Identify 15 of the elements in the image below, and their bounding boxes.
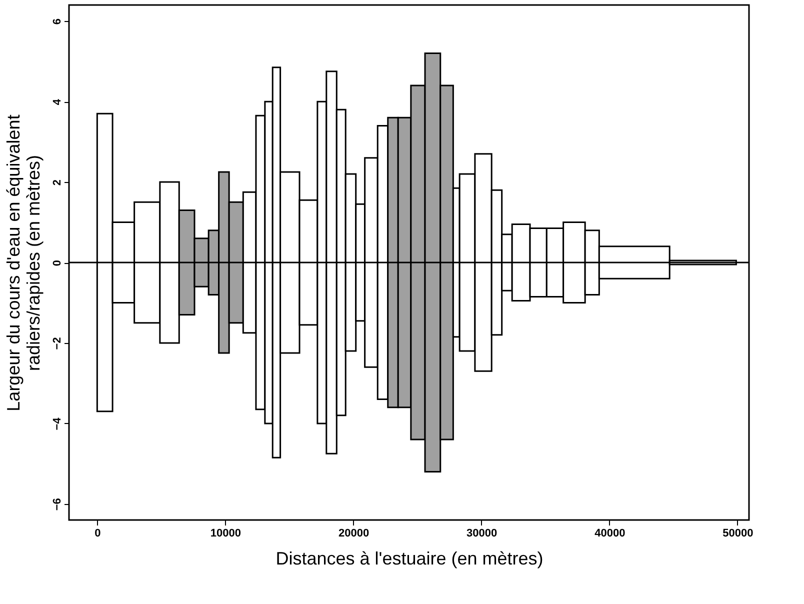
x-tick-label: 50000 [722, 528, 754, 540]
x-tick-label: 20000 [338, 528, 370, 540]
y-tick-label: 6 [52, 18, 64, 25]
x-tick-label: 10000 [210, 528, 242, 540]
x-tick-label: 40000 [594, 528, 626, 540]
y-tick-label: −6 [52, 498, 64, 511]
y-tick-label: −4 [52, 416, 64, 430]
y-tick-label: 0 [52, 260, 64, 266]
y-tick-label: 2 [52, 179, 64, 186]
y-tick-label: −2 [52, 337, 64, 350]
x-tick-label: 30000 [466, 528, 498, 540]
y-axis-title: Largeur du cours d'eau en équivalent radiers/rapides (en mètres) [4, 114, 44, 412]
y-tick-label: 4 [52, 98, 64, 106]
x-tick-label: 0 [94, 528, 101, 540]
x-axis-title: Distances à l'estuaire (en mètres) [276, 548, 544, 568]
